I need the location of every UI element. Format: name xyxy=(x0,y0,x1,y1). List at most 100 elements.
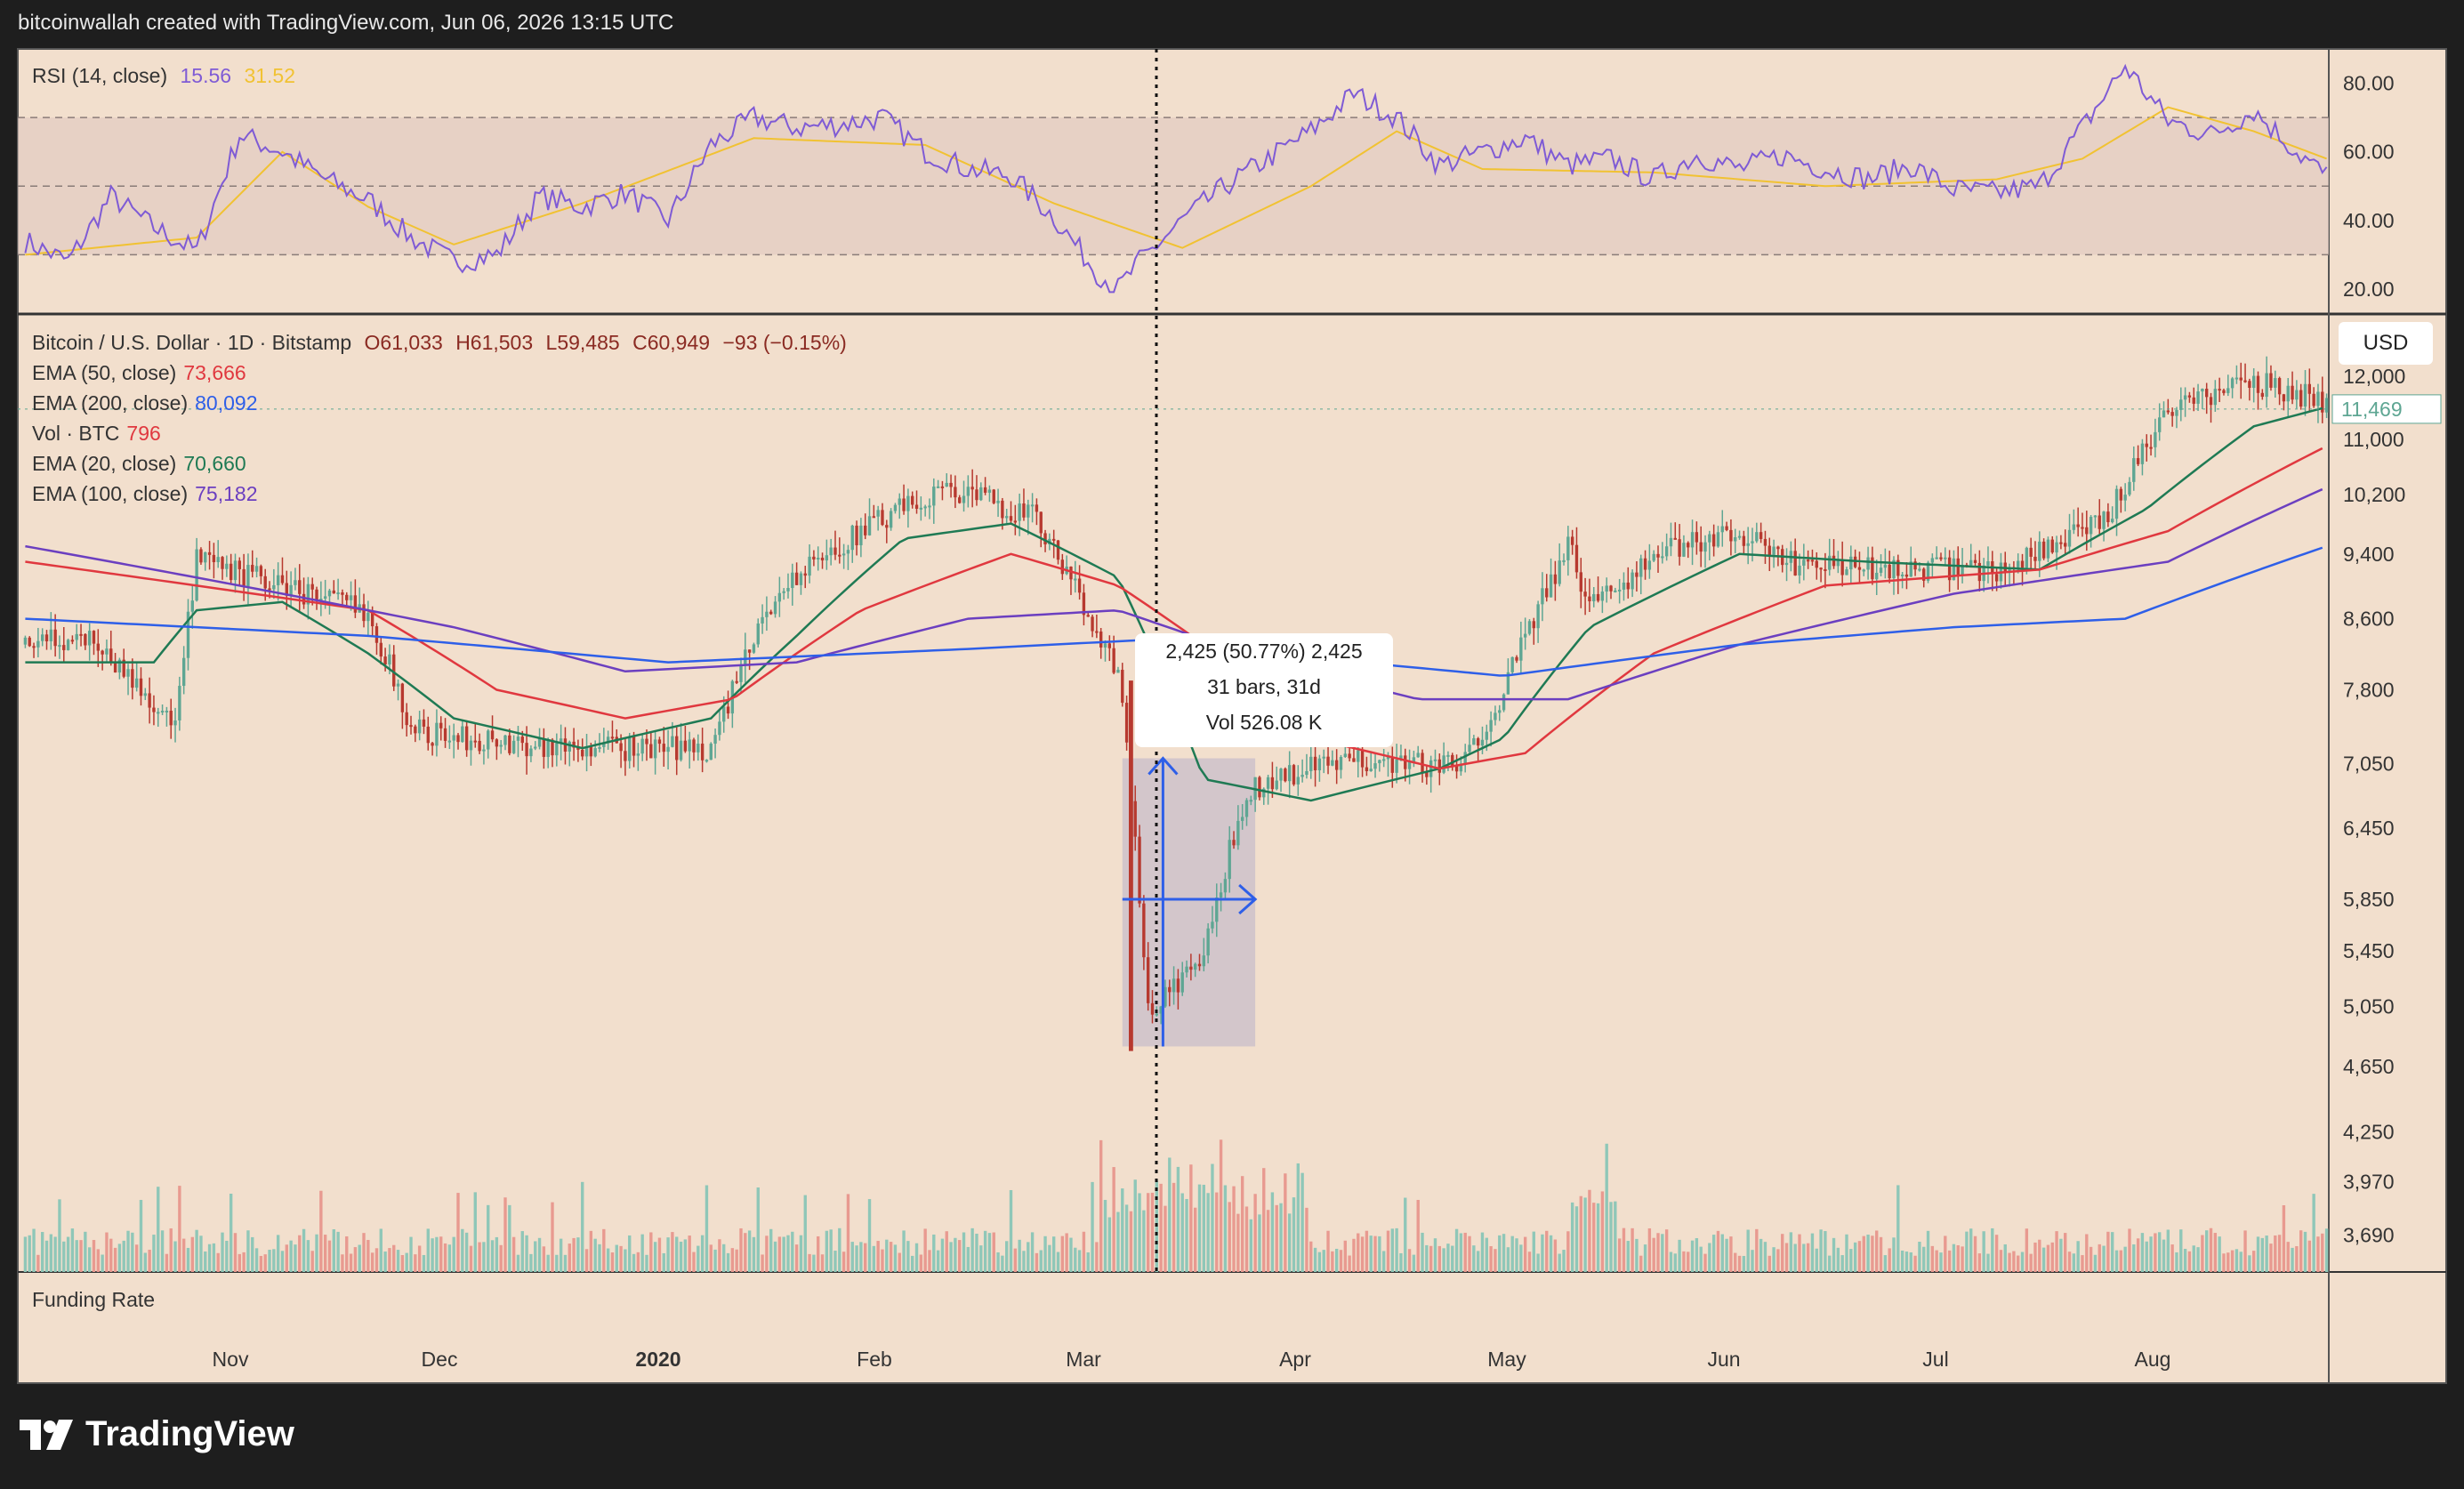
volume-bar xyxy=(975,1233,978,1272)
volume-bar xyxy=(606,1248,610,1272)
candle-body xyxy=(2324,398,2329,413)
candle-body xyxy=(872,516,876,519)
volume-bar xyxy=(131,1232,134,1272)
candle-body xyxy=(940,486,945,488)
candle-body xyxy=(1001,500,1004,519)
candle-body xyxy=(1232,840,1236,846)
volume-bar xyxy=(2067,1252,2072,1272)
candle-body xyxy=(829,547,833,556)
candle-body xyxy=(2067,529,2072,547)
candle-body xyxy=(392,654,396,687)
volume-bar xyxy=(1498,1235,1502,1272)
volume-bar xyxy=(593,1238,597,1272)
volume-bar xyxy=(1262,1168,1266,1272)
volume-bar xyxy=(534,1241,537,1272)
candle-body xyxy=(1647,560,1652,570)
volume-bar xyxy=(919,1254,923,1272)
candle-body xyxy=(1211,922,1214,929)
candle-body xyxy=(803,573,807,576)
candle-body xyxy=(1421,753,1424,773)
candle-body xyxy=(1635,572,1639,577)
candle-body xyxy=(1883,564,1888,568)
volume-bar xyxy=(426,1228,430,1272)
candle-body xyxy=(987,489,992,493)
volume-bar xyxy=(1909,1252,1912,1272)
volume-bar xyxy=(487,1204,490,1272)
volume-bar xyxy=(1969,1228,1973,1272)
candle-body xyxy=(688,739,691,752)
volume-bar xyxy=(902,1230,906,1272)
volume-bar xyxy=(53,1236,57,1272)
candle-body xyxy=(1244,800,1249,817)
volume-bar xyxy=(1211,1163,1214,1272)
volume-bar xyxy=(794,1244,799,1272)
candle-body xyxy=(2050,539,2054,553)
candle-body xyxy=(1197,963,1202,967)
price-tick-label: 4,650 xyxy=(2343,1055,2395,1078)
candle-body xyxy=(2089,517,2093,535)
volume-bar xyxy=(1832,1237,1836,1272)
candle-body xyxy=(2316,391,2320,406)
candle-body xyxy=(2175,409,2178,416)
candle-body xyxy=(495,739,499,747)
candle-body xyxy=(1562,559,1566,562)
candle-body xyxy=(1091,616,1094,632)
volume-bar xyxy=(688,1235,691,1272)
candle-body xyxy=(1737,535,1742,538)
volume-bar xyxy=(216,1252,220,1272)
volume-bar xyxy=(2209,1227,2213,1272)
volume-bar xyxy=(825,1230,829,1272)
candle-body xyxy=(936,486,940,488)
volume-bar xyxy=(2235,1249,2239,1272)
candle-body xyxy=(1588,596,1591,601)
volume-bar xyxy=(829,1229,833,1272)
volume-bar xyxy=(1789,1232,1793,1272)
volume-bar xyxy=(1536,1253,1540,1272)
candle-body xyxy=(1592,593,1596,601)
candle-body xyxy=(2295,390,2299,400)
candle-body xyxy=(1043,533,1047,545)
volume-bar xyxy=(945,1231,948,1272)
attribution-header: bitcoinwallah created with TradingView.c… xyxy=(18,11,674,35)
volume-bar xyxy=(559,1238,563,1272)
candle-body xyxy=(66,640,70,650)
volume-bar xyxy=(2269,1244,2273,1272)
candle-body xyxy=(1334,760,1339,770)
candle-body xyxy=(1146,957,1150,1003)
candle-body xyxy=(820,557,825,561)
candle-body xyxy=(199,549,203,563)
volume-bar xyxy=(2111,1232,2114,1272)
candle-body xyxy=(117,659,122,673)
volume-bar xyxy=(730,1248,735,1272)
volume-bar xyxy=(2123,1246,2127,1272)
volume-bar xyxy=(568,1244,571,1272)
candle-body xyxy=(190,600,194,612)
candle-body xyxy=(280,575,285,584)
volume-bar xyxy=(1112,1167,1115,1272)
candle-body xyxy=(1138,836,1141,904)
candle-body xyxy=(396,683,400,687)
volume-bar xyxy=(2256,1236,2260,1272)
volume-bar xyxy=(657,1237,662,1272)
currency-button[interactable]: USD xyxy=(2339,322,2433,365)
volume-bar xyxy=(735,1249,738,1272)
candle-body xyxy=(1828,555,1832,570)
volume-bar xyxy=(1223,1185,1228,1272)
volume-bar xyxy=(1197,1184,1202,1272)
candle-body xyxy=(101,650,104,655)
candle-body xyxy=(2008,567,2011,573)
candle-body xyxy=(1682,543,1686,557)
candle-body xyxy=(2158,417,2162,432)
volume-bar xyxy=(1005,1241,1009,1272)
volume-bar xyxy=(1549,1235,1553,1272)
candle-body xyxy=(744,649,747,665)
candle-body xyxy=(619,743,623,752)
volume-bar xyxy=(101,1254,104,1272)
price-tick-label: 3,970 xyxy=(2343,1170,2395,1193)
candle-body xyxy=(576,747,580,750)
price-tick-label: 4,250 xyxy=(2343,1121,2395,1144)
volume-bar xyxy=(285,1244,288,1272)
candle-body xyxy=(525,743,528,757)
volume-bar xyxy=(1918,1241,1921,1272)
